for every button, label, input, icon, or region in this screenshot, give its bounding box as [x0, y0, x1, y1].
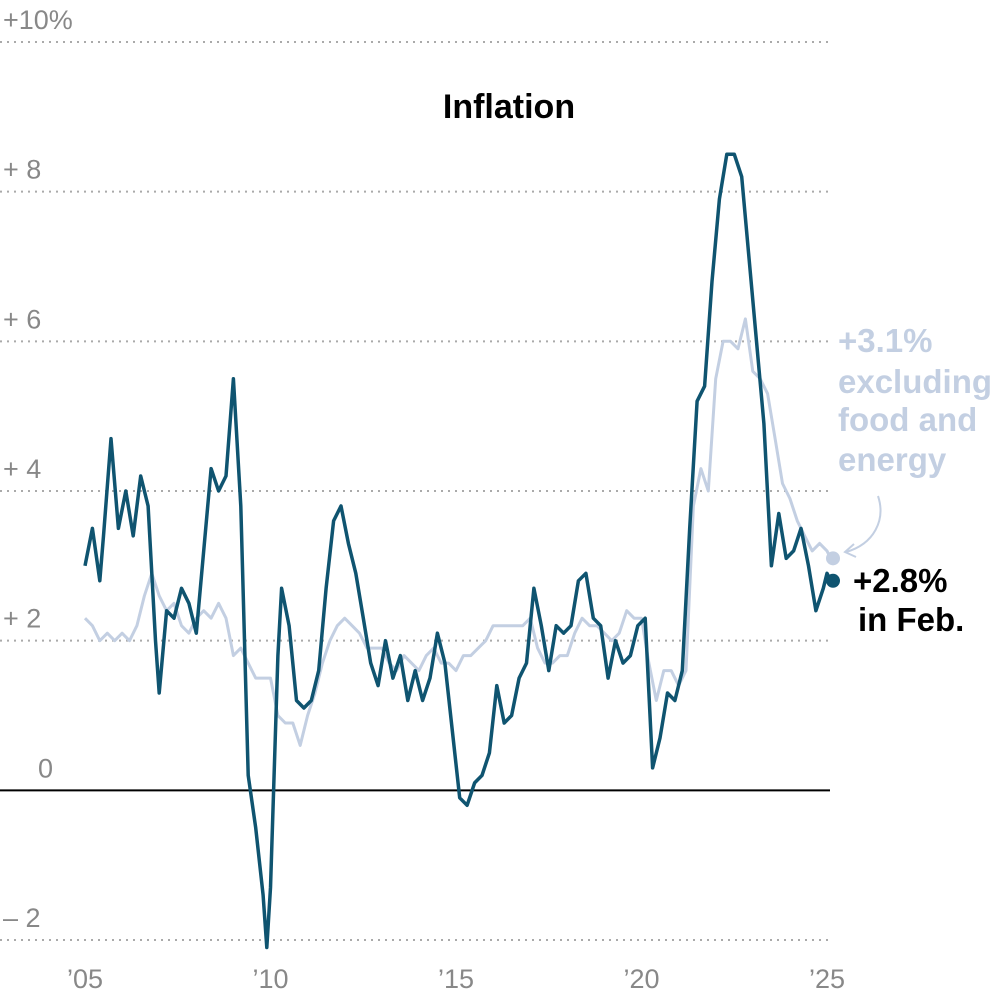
y-tick-label-0: +10% [3, 5, 73, 35]
x-tick-label-0: ’05 [67, 964, 103, 994]
chart-title: Inflation [443, 88, 575, 126]
core-annotation-arrow [845, 495, 882, 553]
series-endpoint-core [826, 551, 840, 566]
series-lines [83, 152, 833, 950]
y-tick-label-2: + 6 [3, 304, 41, 334]
core-annotation-value: +3.1% [838, 322, 933, 359]
y-tick-label-4: + 2 [3, 604, 41, 634]
x-tick-label-4: ’25 [809, 964, 845, 994]
series-line-core [83, 317, 833, 747]
x-tick-label-2: ’15 [438, 964, 474, 994]
core-annotation-line-3: food and [838, 401, 977, 438]
series-line-headline [83, 152, 833, 950]
x-axis-tick-labels: ’05 ’10 ’15 ’20 ’25 [67, 964, 845, 994]
core-annotation-arrowhead [843, 543, 857, 558]
headline-annotation-month: in Feb. [858, 601, 964, 638]
x-tick-label-1: ’10 [252, 964, 288, 994]
y-tick-label-1: + 8 [3, 155, 41, 185]
core-annotation-line-2: excluding [838, 363, 992, 400]
gridlines [0, 41, 828, 941]
core-inflation-annotation: +3.1% excluding food and energy [838, 322, 992, 558]
y-tick-label-5: 0 [38, 753, 53, 783]
x-tick-label-3: ’20 [623, 964, 659, 994]
series-endpoint-headline [826, 573, 840, 588]
y-tick-label-6: – 2 [3, 903, 41, 933]
core-annotation-line-4: energy [838, 441, 947, 478]
headline-annotation-value: +2.8% [853, 562, 948, 599]
y-axis-tick-labels: +10% + 8 + 6 + 4 + 2 0 – 2 [3, 5, 73, 933]
series-endpoints [826, 551, 840, 588]
y-tick-label-3: + 4 [3, 454, 41, 484]
headline-inflation-annotation: +2.8% in Feb. [853, 562, 964, 638]
